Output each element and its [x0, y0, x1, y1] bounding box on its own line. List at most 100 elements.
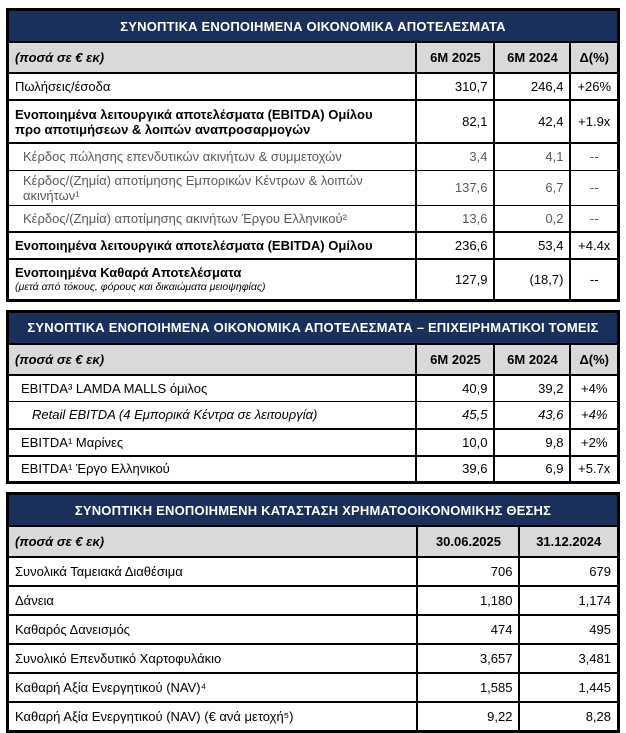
value-6m2024: 39,2: [493, 373, 572, 402]
table-row-ebitda-pre-revaluations: Ενοποιημένα λειτουργικά αποτελέσματα (EB…: [6, 99, 620, 144]
table-row-ellinikon: EBITDA¹ Έργο Ελληνικού 39,6 6,9 +5.7x: [6, 454, 620, 484]
value-6m2025: 40,9: [415, 373, 496, 402]
value-delta: --: [569, 169, 620, 206]
value-6m2024: 6,7: [493, 169, 572, 206]
table-row-cash: Συνολικά Ταμειακά Διαθέσιμα 706 679: [6, 556, 620, 587]
table-row-ellinikon-revaluation: Κέρδος/(Ζημία) αποτίμησης ακινήτων Έργου…: [6, 204, 620, 233]
value-6m2024: 6,9: [493, 454, 572, 484]
column-header-delta: Δ(%): [569, 342, 620, 376]
value-6m2025: 137,6: [415, 169, 496, 206]
business-segments-table: ΣΥΝΟΠΤΙΚΑ ΕΝΟΠΟΙΗΜΕΝΑ ΟΙΚΟΝΟΜΙΚΑ ΑΠΟΤΕΛΕ…: [6, 309, 620, 484]
value-delta: +4%: [569, 373, 620, 402]
value-30-06-2025: 706: [416, 556, 521, 587]
row-label-line1: Ενοποιημένα Καθαρά Αποτελέσματα: [15, 265, 242, 281]
table-title-row: ΣΥΝΟΠΤΙΚΗ ΕΝΟΠΟΙΗΜΕΝΗ ΚΑΤΑΣΤΑΣΗ ΧΡΗΜΑΤΟΟ…: [6, 492, 620, 527]
value-delta: +26%: [569, 72, 620, 101]
row-label: Κέρδος πώλησης επενδυτικών ακινήτων & συ…: [6, 142, 418, 171]
value-6m2024: 43,6: [493, 401, 572, 430]
row-label: Συνολικά Ταμειακά Διαθέσιμα: [6, 556, 419, 587]
value-6m2024: 0,2: [493, 204, 572, 233]
value-30-06-2025: 474: [416, 614, 521, 645]
consolidated-results-table: ΣΥΝΟΠΤΙΚΑ ΕΝΟΠΟΙΗΜΕΝΑ ΟΙΚΟΝΟΜΙΚΑ ΑΠΟΤΕΛΕ…: [6, 8, 620, 302]
value-6m2025: 39,6: [415, 454, 496, 484]
table-row-lamda-malls: EBITDA³ LAMDA MALLS όμιλος 40,9 39,2 +4%: [6, 373, 620, 402]
row-label: Ενοποιημένα λειτουργικά αποτελέσματα (EB…: [6, 231, 418, 260]
row-label-line2: προ αποτιμήσεων & λοιπών αναπροσαρμογών: [15, 121, 311, 137]
row-label: Κέρδος/(Ζημία) αποτίμησης Εμπορικών Κέντ…: [6, 169, 418, 206]
column-header-30-06-2025: 30.06.2025: [416, 525, 521, 558]
financial-position-table: ΣΥΝΟΠΤΙΚΗ ΕΝΟΠΟΙΗΜΕΝΗ ΚΑΤΑΣΤΑΣΗ ΧΡΗΜΑΤΟΟ…: [6, 492, 620, 733]
table-row-malls-revaluation: Κέρδος/(Ζημία) αποτίμησης Εμπορικών Κέντ…: [6, 169, 620, 206]
value-31-12-2024: 1,174: [518, 585, 620, 616]
value-6m2025: 310,7: [415, 72, 496, 101]
column-header-delta: Δ(%): [569, 41, 620, 74]
value-6m2025: 127,9: [415, 258, 496, 301]
value-6m2025: 3,4: [415, 142, 496, 171]
row-label: Δάνεια: [6, 585, 419, 616]
value-6m2025: 45,5: [415, 401, 496, 430]
column-header-row: (ποσά σε € εκ) 6M 2025 6M 2024 Δ(%): [6, 41, 620, 74]
value-31-12-2024: 3,481: [518, 643, 620, 674]
table-row-nav: Καθαρή Αξία Ενεργητικού (NAV)⁴ 1,585 1,4…: [6, 672, 620, 703]
value-delta: --: [569, 142, 620, 171]
unit-label: (ποσά σε € εκ): [6, 41, 418, 74]
row-label: Κέρδος/(Ζημία) αποτίμησης ακινήτων Έργου…: [6, 204, 418, 233]
table-row-ebitda-group: Ενοποιημένα λειτουργικά αποτελέσματα (EB…: [6, 231, 620, 260]
column-header-row: (ποσά σε € εκ) 6M 2025 6M 2024 Δ(%): [6, 342, 620, 376]
value-6m2025: 236,6: [415, 231, 496, 260]
table-title: ΣΥΝΟΠΤΙΚΑ ΕΝΟΠΟΙΗΜΕΝΑ ΟΙΚΟΝΟΜΙΚΑ ΑΠΟΤΕΛΕ…: [6, 310, 620, 345]
table-title-row: ΣΥΝΟΠΤΙΚΑ ΕΝΟΠΟΙΗΜΕΝΑ ΟΙΚΟΝΟΜΙΚΑ ΑΠΟΤΕΛΕ…: [6, 310, 620, 345]
row-label: Καθαρός Δανεισμός: [6, 614, 419, 645]
financial-summary-page: ΣΥΝΟΠΤΙΚΑ ΕΝΟΠΟΙΗΜΕΝΑ ΟΙΚΟΝΟΜΙΚΑ ΑΠΟΤΕΛΕ…: [6, 8, 620, 733]
value-31-12-2024: 495: [518, 614, 620, 645]
table-title-row: ΣΥΝΟΠΤΙΚΑ ΕΝΟΠΟΙΗΜΕΝΑ ΟΙΚΟΝΟΜΙΚΑ ΑΠΟΤΕΛΕ…: [6, 8, 620, 43]
table-row-retail-ebitda: Retail EBITDA (4 Εμπορικά Κέντρα σε λειτ…: [6, 401, 620, 430]
row-label: EBITDA¹ Μαρίνες: [6, 427, 418, 457]
row-label: Retail EBITDA (4 Εμπορικά Κέντρα σε λειτ…: [6, 401, 418, 430]
value-6m2024: 42,4: [493, 99, 572, 144]
column-header-31-12-2024: 31.12.2024: [518, 525, 620, 558]
value-31-12-2024: 8,28: [518, 701, 620, 732]
row-label: Καθαρή Αξία Ενεργητικού (NAV) (€ ανά μετ…: [6, 701, 419, 732]
value-6m2025: 82,1: [415, 99, 496, 144]
table-row-debt: Δάνεια 1,180 1,174: [6, 585, 620, 616]
row-label: EBITDA¹ Έργο Ελληνικού: [6, 454, 418, 484]
table-row-net-debt: Καθαρός Δανεισμός 474 495: [6, 614, 620, 645]
row-label: Πωλήσεις/έσοδα: [6, 72, 418, 101]
table-title: ΣΥΝΟΠΤΙΚΗ ΕΝΟΠΟΙΗΜΕΝΗ ΚΑΤΑΣΤΑΣΗ ΧΡΗΜΑΤΟΟ…: [6, 492, 620, 527]
value-30-06-2025: 1,585: [416, 672, 521, 703]
value-delta: +4.4x: [569, 231, 620, 260]
table-row-investment-portfolio: Συνολικό Επενδυτικό Χαρτοφυλάκιο 3,657 3…: [6, 643, 620, 674]
column-header-6m2024: 6M 2024: [493, 342, 572, 376]
value-delta: +5.7x: [569, 454, 620, 484]
column-header-row: (ποσά σε € εκ) 30.06.2025 31.12.2024: [6, 525, 620, 558]
value-30-06-2025: 9,22: [416, 701, 521, 732]
row-label: Καθαρή Αξία Ενεργητικού (NAV)⁴: [6, 672, 419, 703]
table-row-net-results: Ενοποιημένα Καθαρά Αποτελέσματα (μετά απ…: [6, 258, 620, 301]
value-delta: +4%: [569, 401, 620, 430]
value-6m2024: 246,4: [493, 72, 572, 101]
row-label: Ενοποιημένα Καθαρά Αποτελέσματα (μετά απ…: [6, 258, 418, 301]
row-label-note: (μετά από τόκους, φόρους και δικαιώματα …: [15, 281, 266, 294]
value-delta: --: [569, 204, 620, 233]
value-6m2025: 13,6: [415, 204, 496, 233]
value-30-06-2025: 3,657: [416, 643, 521, 674]
column-header-6m2024: 6M 2024: [493, 41, 572, 74]
value-6m2025: 10,0: [415, 427, 496, 457]
value-31-12-2024: 679: [518, 556, 620, 587]
table-row-sales: Πωλήσεις/έσοδα 310,7 246,4 +26%: [6, 72, 620, 101]
column-header-6m2025: 6M 2025: [415, 41, 496, 74]
row-label-line1: Ενοποιημένα λειτουργικά αποτελέσματα (EB…: [15, 106, 373, 122]
unit-label: (ποσά σε € εκ): [6, 342, 418, 376]
value-delta: --: [569, 258, 620, 301]
table-row-marinas: EBITDA¹ Μαρίνες 10,0 9,8 +2%: [6, 427, 620, 457]
row-label: Ενοποιημένα λειτουργικά αποτελέσματα (EB…: [6, 99, 418, 144]
row-label: EBITDA³ LAMDA MALLS όμιλος: [6, 373, 418, 402]
value-delta: +1.9x: [569, 99, 620, 144]
row-label: Συνολικό Επενδυτικό Χαρτοφυλάκιο: [6, 643, 419, 674]
table-title: ΣΥΝΟΠΤΙΚΑ ΕΝΟΠΟΙΗΜΕΝΑ ΟΙΚΟΝΟΜΙΚΑ ΑΠΟΤΕΛΕ…: [6, 8, 620, 43]
value-30-06-2025: 1,180: [416, 585, 521, 616]
value-31-12-2024: 1,445: [518, 672, 620, 703]
value-6m2024: (18,7): [493, 258, 572, 301]
value-6m2024: 4,1: [493, 142, 572, 171]
